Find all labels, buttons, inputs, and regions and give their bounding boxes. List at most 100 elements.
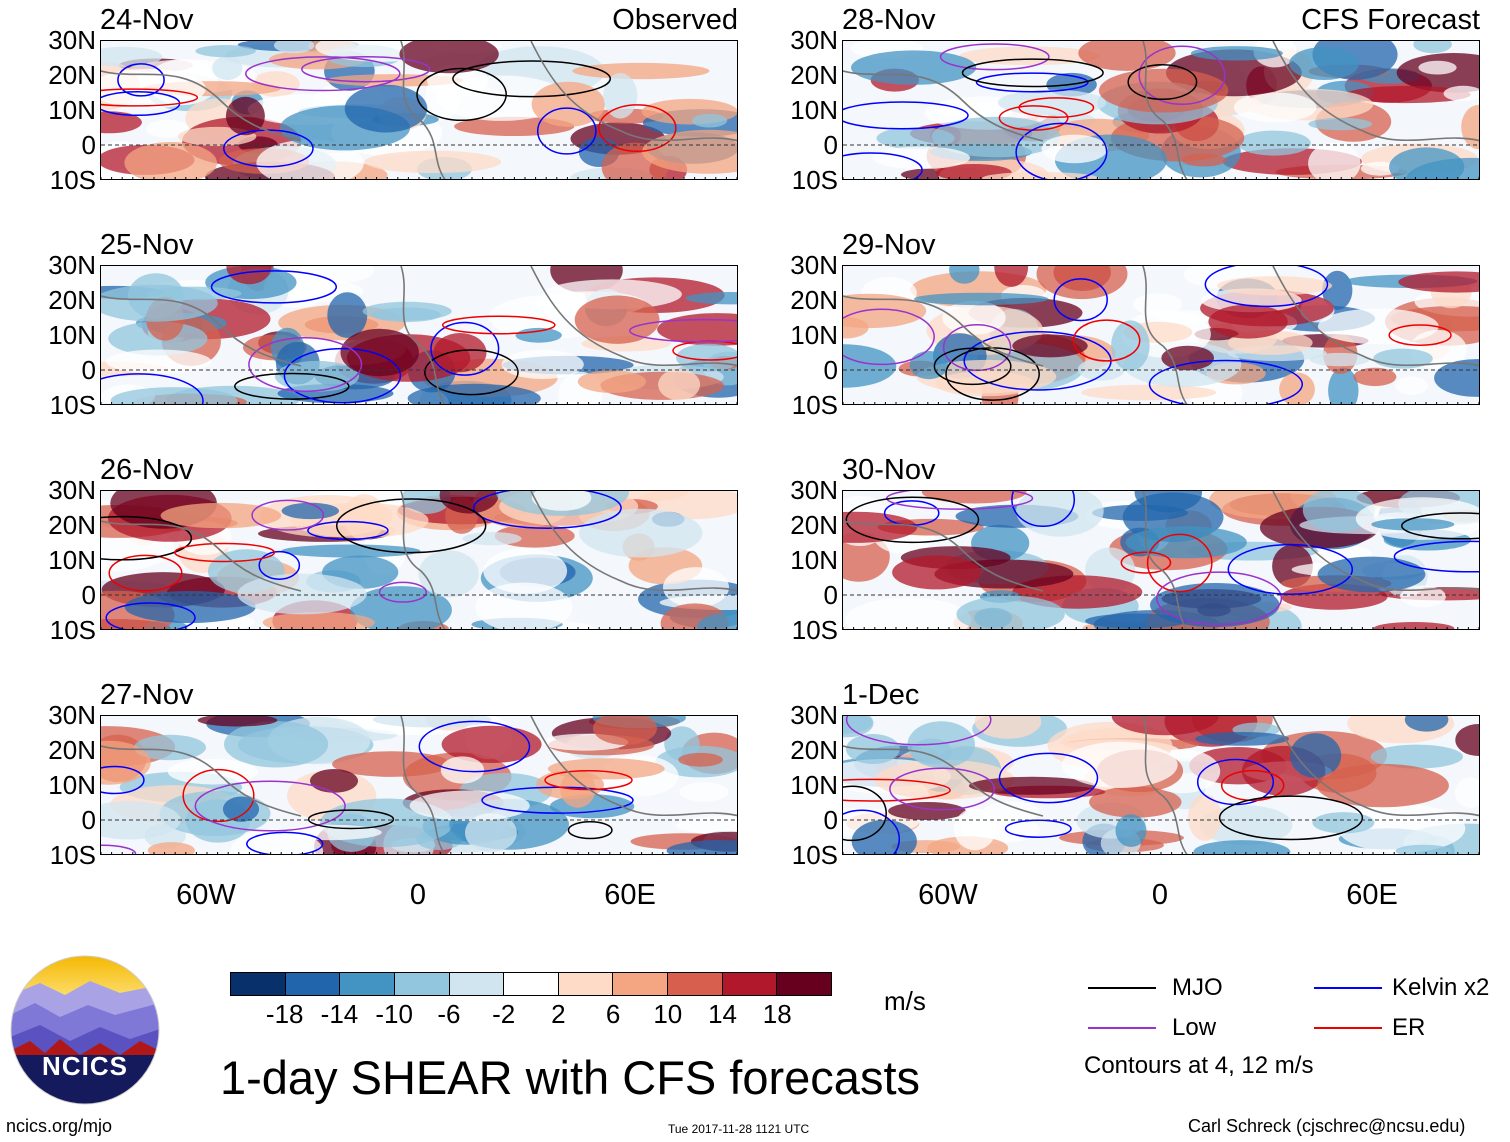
figure-title: 1-day SHEAR with CFS forecasts bbox=[220, 1051, 920, 1104]
latitude-label: 10S bbox=[791, 840, 838, 870]
latitude-label: 10N bbox=[790, 95, 838, 125]
panel-date: 1-Dec bbox=[842, 679, 920, 711]
longitude-label: 60W bbox=[176, 879, 236, 911]
colorbar-label: 18 bbox=[762, 999, 792, 1029]
latitude-label: 10N bbox=[790, 320, 838, 350]
latitude-label: 0 bbox=[81, 355, 96, 385]
panel-date: 29-Nov bbox=[842, 229, 936, 261]
legend-mjo-label: MJO bbox=[1172, 974, 1223, 1001]
longitude-label: 60E bbox=[1346, 879, 1398, 911]
legend-low-line bbox=[1088, 1027, 1156, 1029]
latitude-label: 10N bbox=[48, 95, 96, 125]
latitude-label: 0 bbox=[81, 805, 96, 835]
colorbar-label: -6 bbox=[437, 999, 461, 1029]
panel-date: 25-Nov bbox=[100, 229, 194, 261]
latitude-label: 0 bbox=[823, 130, 838, 160]
colorbar-swatch bbox=[285, 973, 341, 995]
colorbar-label: 2 bbox=[551, 999, 566, 1029]
legend-er-line bbox=[1314, 1027, 1382, 1029]
latitude-label: 0 bbox=[81, 130, 96, 160]
legend-kelvin-line bbox=[1314, 987, 1382, 989]
latitude-label: 0 bbox=[823, 355, 838, 385]
shear-map-panel bbox=[100, 265, 738, 405]
legend-er-label: ER bbox=[1392, 1014, 1426, 1041]
latitude-label: 10S bbox=[49, 390, 96, 420]
shear-map-panel bbox=[100, 490, 738, 630]
shear-map-panel bbox=[100, 40, 738, 180]
panel-source-label: Observed bbox=[612, 4, 738, 36]
colorbar-swatch bbox=[722, 973, 778, 995]
latitude-label: 20N bbox=[790, 60, 838, 90]
colorbar-swatch bbox=[558, 973, 614, 995]
latitude-label: 30N bbox=[48, 250, 96, 280]
colorbar-swatch bbox=[340, 973, 395, 995]
colorbar-units: m/s bbox=[884, 986, 926, 1016]
latitude-label: 20N bbox=[790, 735, 838, 765]
latitude-label: 10S bbox=[791, 390, 838, 420]
colorbar-label: 10 bbox=[653, 999, 683, 1029]
colorbar bbox=[230, 972, 832, 996]
shear-map-panel bbox=[842, 265, 1480, 405]
longitude-label: 60E bbox=[604, 879, 656, 911]
latitude-label: 10S bbox=[791, 165, 838, 195]
colorbar-label: -14 bbox=[320, 999, 359, 1029]
colorbar-swatch bbox=[449, 973, 505, 995]
colorbar-swatch bbox=[231, 973, 286, 995]
shear-map-panel bbox=[100, 715, 738, 855]
latitude-label: 20N bbox=[48, 510, 96, 540]
latitude-label: 10N bbox=[48, 320, 96, 350]
latitude-label: 30N bbox=[790, 250, 838, 280]
panel-date: 26-Nov bbox=[100, 454, 194, 486]
footer-timestamp: Tue 2017-11-28 1121 UTC bbox=[668, 1122, 810, 1136]
latitude-label: 30N bbox=[48, 475, 96, 505]
legend-low-label: Low bbox=[1172, 1014, 1217, 1041]
latitude-label: 10S bbox=[791, 615, 838, 645]
colorbar-label: -18 bbox=[265, 999, 304, 1029]
latitude-label: 20N bbox=[48, 735, 96, 765]
panel-date: 28-Nov bbox=[842, 4, 936, 36]
colorbar-label: 14 bbox=[708, 999, 737, 1029]
latitude-label: 10S bbox=[49, 840, 96, 870]
shear-map-panel bbox=[842, 40, 1480, 180]
latitude-label: 20N bbox=[48, 285, 96, 315]
footer-url[interactable]: ncics.org/mjo bbox=[6, 1116, 113, 1136]
colorbar-swatch bbox=[668, 973, 723, 995]
panel-source-label: CFS Forecast bbox=[1301, 4, 1480, 36]
panel-date: 27-Nov bbox=[100, 679, 194, 711]
logo-text: NCICS bbox=[42, 1051, 128, 1081]
latitude-label: 0 bbox=[81, 580, 96, 610]
colorbar-label: -2 bbox=[492, 999, 516, 1029]
colorbar-swatch bbox=[504, 973, 559, 995]
latitude-label: 20N bbox=[790, 285, 838, 315]
latitude-label: 30N bbox=[48, 700, 96, 730]
shear-map-panel bbox=[842, 490, 1480, 630]
latitude-label: 10S bbox=[49, 615, 96, 645]
colorbar-swatch bbox=[777, 973, 832, 995]
ncics-logo-icon bbox=[10, 955, 160, 1105]
longitude-label: 60W bbox=[918, 879, 978, 911]
latitude-label: 30N bbox=[790, 475, 838, 505]
latitude-label: 30N bbox=[48, 25, 96, 55]
latitude-label: 10N bbox=[790, 770, 838, 800]
latitude-label: 10N bbox=[790, 545, 838, 575]
colorbar-swatch bbox=[613, 973, 669, 995]
ncics-logo[interactable]: NCICS bbox=[10, 955, 160, 1105]
latitude-label: 30N bbox=[790, 25, 838, 55]
latitude-label: 0 bbox=[823, 580, 838, 610]
latitude-label: 20N bbox=[48, 60, 96, 90]
latitude-label: 10S bbox=[49, 165, 96, 195]
latitude-label: 20N bbox=[790, 510, 838, 540]
longitude-label: 0 bbox=[1151, 879, 1169, 911]
shear-map-panel bbox=[842, 715, 1480, 855]
legend-kelvin-label: Kelvin x2 bbox=[1392, 974, 1490, 1001]
latitude-label: 10N bbox=[48, 545, 96, 575]
legend-mjo-line bbox=[1088, 987, 1156, 989]
latitude-label: 10N bbox=[48, 770, 96, 800]
colorbar-label: 6 bbox=[605, 999, 621, 1029]
panel-date: 30-Nov bbox=[842, 454, 936, 486]
longitude-label: 0 bbox=[409, 879, 427, 911]
latitude-label: 30N bbox=[790, 700, 838, 730]
colorbar-swatch bbox=[394, 973, 450, 995]
footer-author: Carl Schreck (cjschrec@ncsu.edu) bbox=[1188, 1116, 1466, 1136]
colorbar-label: -10 bbox=[375, 999, 413, 1029]
